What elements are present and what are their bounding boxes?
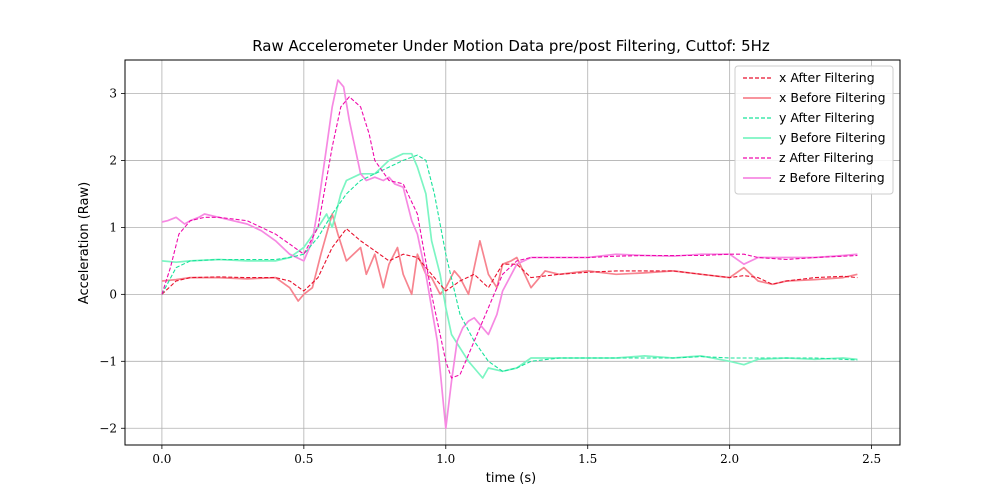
legend-label: x Before Filtering — [779, 90, 886, 105]
y-tick-label: −2 — [99, 421, 117, 435]
y-tick-label: −1 — [99, 354, 117, 368]
x-tick-label: 1.0 — [436, 452, 455, 466]
series-line-y-after-filtering — [161, 154, 858, 372]
series-line-z-after-filtering — [161, 96, 858, 379]
legend: x After Filtering x Before Filtering y Aft… — [734, 65, 894, 195]
legend-label: z After Filtering — [779, 150, 874, 165]
legend-label: y After Filtering — [779, 110, 875, 125]
series-layer — [161, 79, 858, 430]
ticks: 0.0 0.5 1.0 1.5 2.0 2.5 −2 −1 0 1 2 3 — [99, 86, 881, 466]
y-tick-label: 3 — [109, 86, 117, 100]
x-tick-label: 1.5 — [578, 452, 597, 466]
legend-label: z Before Filtering — [779, 170, 885, 185]
y-tick-label: 1 — [109, 220, 117, 234]
plot-frame — [124, 59, 901, 446]
legend-label: y Before Filtering — [779, 130, 886, 145]
legend-label: x After Filtering — [779, 70, 875, 85]
series-line-x-after-filtering — [161, 228, 858, 295]
chart-title: Raw Accelerometer Under Motion Data pre/… — [252, 37, 770, 55]
x-tick-label: 2.5 — [862, 452, 881, 466]
x-tick-label: 2.0 — [720, 452, 739, 466]
x-tick-label: 0.5 — [294, 452, 313, 466]
x-tick-label: 0.0 — [152, 452, 171, 466]
legend-box — [734, 65, 894, 195]
series-line-z-before-filtering — [161, 79, 858, 430]
x-axis-label: time (s) — [486, 471, 536, 486]
y-tick-label: 0 — [109, 287, 117, 301]
y-tick-label: 2 — [109, 153, 117, 167]
y-axis-label: Acceleration (Raw) — [77, 182, 92, 304]
